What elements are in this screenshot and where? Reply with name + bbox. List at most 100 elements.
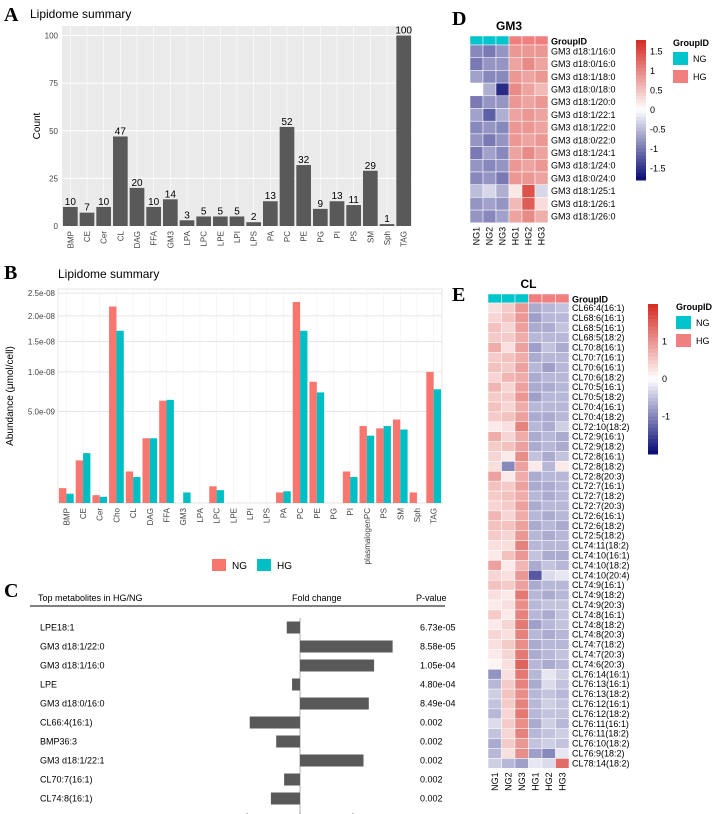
chart-c-row-label: GM3 d18:1/16:0 bbox=[40, 661, 105, 671]
heatmap-cell bbox=[528, 431, 543, 442]
heatmap-legend-swatch-ng bbox=[676, 316, 691, 329]
heatmap-cell bbox=[495, 44, 510, 58]
chart-c-row-label: GM3 d18:0/16:0 bbox=[40, 699, 105, 709]
heatmap-cell bbox=[528, 441, 543, 452]
heatmap-cell bbox=[555, 678, 570, 690]
heatmap-cell bbox=[555, 550, 570, 561]
chart-c-pvalue: 8.58e-05 bbox=[420, 642, 456, 652]
heatmap-row-label: CL74:11(18:2) bbox=[572, 541, 629, 551]
heatmap-row-label: CL74:10(20:4) bbox=[572, 570, 630, 580]
heatmap-cell bbox=[501, 520, 516, 531]
heatmap-scale-segment bbox=[636, 117, 646, 121]
heatmap-scale-tick-label: 1 bbox=[662, 337, 667, 347]
heatmap-scale-segment bbox=[648, 349, 658, 354]
heatmap-cell bbox=[521, 133, 536, 147]
chart-b-xtick-label: CE bbox=[79, 508, 88, 519]
heatmap-scale-tick-label: 1.5 bbox=[650, 47, 663, 57]
heatmap-cell bbox=[469, 197, 484, 211]
heatmap-cell bbox=[514, 362, 529, 373]
chart-b-bar-hg bbox=[99, 496, 108, 503]
chart-b-xtick-label: SM bbox=[396, 508, 405, 520]
heatmap-cell bbox=[482, 146, 497, 160]
heatmap-row-label: GM3 d18:1/24:0 bbox=[551, 161, 616, 171]
chart-a-bar bbox=[163, 199, 178, 226]
heatmap-cell bbox=[555, 738, 570, 749]
heatmap-cell bbox=[555, 411, 570, 423]
chart-c-pvalue: 1.05e-04 bbox=[420, 661, 456, 671]
heatmap-scale-segment bbox=[648, 352, 658, 357]
heatmap-row-label: GM3 d18:1/20:0 bbox=[551, 97, 616, 107]
chart-a-data-label: 29 bbox=[365, 161, 377, 172]
heatmap-cell bbox=[528, 411, 543, 423]
heatmap-row-label: CL70:5(18:2) bbox=[572, 392, 625, 402]
heatmap-row-label: CL70:6(18:2) bbox=[572, 372, 625, 382]
heatmap-scale-segment bbox=[636, 78, 646, 83]
heatmap-cell bbox=[528, 510, 543, 522]
heatmap-cell bbox=[514, 411, 529, 423]
heatmap-scale-tick-label: 0 bbox=[650, 105, 655, 115]
chart-a-xtick-label: GM3 bbox=[166, 230, 175, 248]
chart-a-data-label: 7 bbox=[84, 203, 90, 214]
heatmap-cell bbox=[541, 431, 556, 442]
heatmap-cell bbox=[555, 500, 570, 512]
heatmap-scale-segment bbox=[648, 435, 658, 440]
chart-b-bar-hg bbox=[133, 477, 141, 503]
heatmap-cell bbox=[469, 209, 484, 224]
chart-a-data-label: 10 bbox=[148, 197, 160, 208]
heatmap-row-label: CL66:4(16:1) bbox=[572, 303, 625, 313]
chart-a-xtick-label: BMP bbox=[66, 231, 75, 248]
heatmap-cell bbox=[555, 322, 570, 333]
heatmap-cell bbox=[487, 669, 502, 680]
heatmap-cell bbox=[487, 372, 502, 383]
heatmap-cell bbox=[541, 540, 556, 551]
chart-b-xtick-label: PA bbox=[279, 507, 288, 518]
chart-a-title: Lipidome summary bbox=[30, 7, 131, 21]
heatmap-cell bbox=[541, 738, 556, 749]
chart-c-bar bbox=[276, 735, 300, 748]
heatmap-cell bbox=[555, 431, 570, 442]
heatmap-cell bbox=[501, 540, 516, 551]
heatmap-column-label: HG1 bbox=[511, 227, 521, 246]
heatmap-cell bbox=[514, 480, 529, 492]
heatmap-row-label: CL72:9(18:2) bbox=[572, 442, 625, 452]
heatmap-scale-segment bbox=[636, 145, 646, 149]
heatmap-cell bbox=[534, 146, 549, 160]
heatmap-scale-segment bbox=[648, 345, 658, 350]
heatmap-cell bbox=[508, 209, 523, 224]
heatmap-cell bbox=[555, 362, 570, 373]
heatmap-cell bbox=[528, 451, 543, 462]
chart-b-ytick-label: 1.0e-08 bbox=[28, 368, 56, 377]
heatmap-cell bbox=[514, 322, 529, 333]
heatmap-cell bbox=[528, 342, 543, 353]
heatmap-cell bbox=[482, 159, 497, 173]
heatmap-cell bbox=[534, 120, 549, 135]
heatmap-cell bbox=[528, 629, 543, 640]
heatmap-row-label: CL74:8(18:2) bbox=[572, 620, 625, 630]
heatmap-cell bbox=[487, 609, 502, 621]
heatmap-cell bbox=[555, 490, 570, 502]
heatmap-column-label: NG3 bbox=[517, 772, 527, 791]
heatmap-scale-segment bbox=[648, 341, 658, 346]
heatmap-cell bbox=[501, 758, 516, 769]
heatmap-row-label: CL70:4(16:1) bbox=[572, 402, 625, 412]
heatmap-cell bbox=[541, 500, 556, 512]
heatmap-cell bbox=[514, 728, 529, 739]
chart-c-bar bbox=[286, 621, 300, 634]
heatmap-d-title: GM3 bbox=[496, 19, 522, 33]
heatmap-cell bbox=[555, 649, 570, 660]
heatmap-cell bbox=[555, 461, 570, 472]
heatmap-cell bbox=[528, 758, 543, 769]
heatmap-legend-swatch-hg bbox=[673, 70, 688, 83]
heatmap-cell bbox=[541, 490, 556, 502]
heatmap-cell bbox=[521, 146, 536, 160]
heatmap-cell bbox=[555, 718, 570, 729]
heatmap-cell bbox=[555, 352, 570, 363]
heatmap-row-label: CL70:4(18:2) bbox=[572, 412, 625, 422]
heatmap-cell bbox=[487, 550, 502, 561]
chart-b-bar-hg bbox=[116, 330, 124, 503]
chart-a-data-label: 32 bbox=[298, 155, 310, 166]
chart-c-pvalue: 0.002 bbox=[420, 775, 443, 785]
chart-a-xtick-label: LPA bbox=[183, 230, 192, 245]
heatmap-cell bbox=[487, 352, 502, 363]
heatmap-scale-segment bbox=[636, 106, 646, 111]
